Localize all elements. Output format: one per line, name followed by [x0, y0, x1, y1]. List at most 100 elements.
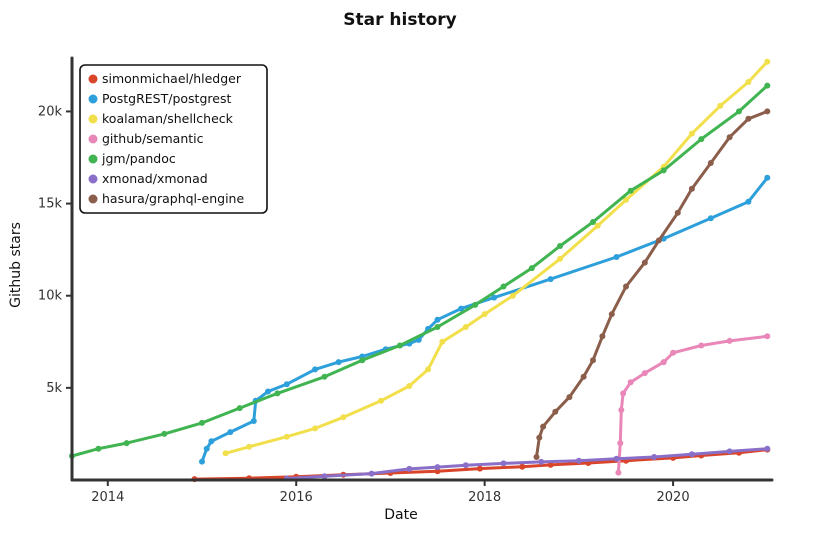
- series-lines: [69, 58, 771, 483]
- legend-item-postgrest-postgrest: PostgREST/postgrest: [88, 91, 231, 106]
- data-point: [312, 366, 319, 373]
- data-point: [726, 448, 733, 455]
- data-point: [590, 357, 596, 364]
- data-point: [265, 388, 271, 395]
- data-point: [368, 470, 375, 477]
- legend-item-hasura-graphql-engine: hasura/graphql-engine: [88, 191, 244, 206]
- legend-swatch: [88, 134, 98, 144]
- y-tick-label: 5k: [46, 381, 62, 396]
- data-point: [236, 405, 243, 412]
- series-github-semantic: [615, 333, 771, 476]
- data-point: [660, 167, 667, 174]
- data-point: [406, 383, 413, 389]
- data-point: [425, 366, 432, 373]
- data-point: [627, 379, 634, 386]
- legend-label: hasura/graphql-engine: [102, 191, 244, 206]
- data-point: [222, 450, 229, 457]
- data-point: [359, 357, 366, 364]
- data-point: [623, 196, 629, 203]
- series-koalaman-shellcheck: [222, 58, 771, 457]
- data-point: [707, 160, 714, 166]
- data-point: [340, 414, 347, 421]
- data-point: [599, 333, 606, 340]
- data-point: [458, 305, 465, 312]
- data-point: [321, 473, 328, 480]
- legend-item-xmonad-xmonad: xmonad/xmonad: [88, 171, 208, 186]
- data-point: [434, 464, 441, 471]
- x-tick-label: 2018: [468, 490, 501, 505]
- data-point: [613, 254, 620, 260]
- data-point: [161, 430, 168, 437]
- x-tick-label: 2020: [657, 490, 690, 505]
- data-point: [745, 79, 752, 85]
- data-point: [608, 311, 615, 318]
- data-point: [674, 209, 681, 216]
- series-line-postgrest-postgrest: [200, 176, 769, 464]
- data-point: [312, 425, 319, 432]
- data-point: [396, 342, 403, 349]
- data-point: [641, 259, 648, 266]
- data-point: [434, 468, 441, 475]
- data-point: [726, 337, 733, 344]
- data-point: [123, 440, 130, 447]
- legend-item-simonmichael-hledger: simonmichael/hledger: [88, 71, 242, 86]
- data-point: [500, 460, 507, 467]
- data-point: [566, 394, 573, 401]
- legend-swatch: [88, 194, 98, 204]
- legend-label: simonmichael/hledger: [102, 71, 242, 86]
- data-point: [660, 359, 667, 366]
- data-point: [745, 198, 752, 205]
- data-point: [481, 311, 488, 318]
- data-point: [538, 458, 545, 465]
- data-point: [726, 134, 733, 141]
- legend-swatch: [88, 174, 98, 184]
- data-point: [540, 423, 547, 430]
- data-point: [95, 445, 102, 452]
- data-point: [618, 407, 625, 413]
- data-point: [227, 429, 234, 436]
- data-point: [199, 419, 205, 426]
- legend-box: [79, 64, 268, 214]
- data-point: [378, 397, 384, 404]
- series-hasura-graphql-engine: [533, 108, 771, 460]
- data-point: [575, 457, 582, 464]
- data-point: [688, 451, 695, 458]
- data-point: [250, 418, 257, 424]
- data-point: [533, 454, 540, 460]
- data-point: [439, 338, 446, 345]
- data-point: [274, 390, 281, 397]
- data-point: [764, 108, 771, 115]
- data-point: [283, 381, 290, 388]
- data-point: [764, 58, 771, 65]
- data-point: [462, 462, 469, 469]
- chart-title: Star history: [343, 10, 456, 30]
- data-point: [472, 301, 479, 308]
- legend-swatch: [88, 94, 98, 104]
- data-point: [620, 390, 627, 397]
- series-line-koalaman-shellcheck: [224, 60, 769, 455]
- data-point: [476, 465, 483, 472]
- data-point: [557, 255, 563, 262]
- data-point: [688, 185, 695, 192]
- y-tick-label: 20k: [38, 104, 63, 119]
- legend-swatch: [88, 114, 98, 124]
- data-point: [406, 465, 413, 472]
- legend-label: xmonad/xmonad: [102, 171, 208, 186]
- data-point: [434, 324, 441, 330]
- y-tick-label: 15k: [38, 197, 63, 212]
- data-point: [580, 373, 587, 380]
- data-point: [641, 370, 648, 377]
- legend-swatch: [88, 74, 98, 84]
- data-point: [199, 458, 205, 465]
- data-point: [547, 276, 554, 283]
- data-point: [547, 461, 554, 468]
- data-point: [491, 294, 498, 301]
- data-point: [617, 440, 624, 447]
- legend-swatch: [88, 154, 98, 164]
- data-point: [208, 438, 215, 445]
- data-point: [764, 333, 771, 340]
- legend-label: github/semantic: [102, 131, 204, 146]
- data-point: [651, 454, 658, 460]
- data-point: [462, 324, 469, 330]
- series-xmonad-xmonad: [283, 445, 771, 482]
